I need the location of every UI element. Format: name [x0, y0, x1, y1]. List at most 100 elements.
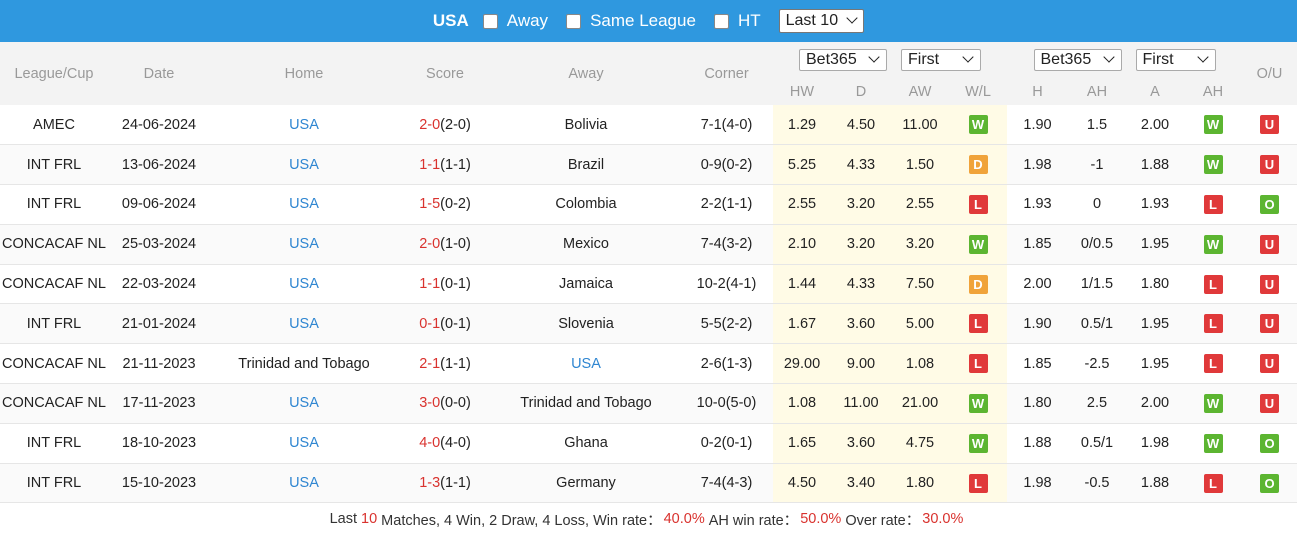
- odds-ah-cell: 0.5/1: [1068, 303, 1126, 344]
- table-row[interactable]: AMEC 24-06-2024 USA 2-0(2-0) Bolivia 7-1(4-0)…: [0, 105, 1297, 145]
- result-badge: L: [968, 314, 988, 334]
- footer-count: 10: [361, 511, 378, 528]
- odds-a-cell: 1.98: [1126, 423, 1184, 464]
- date-cell: 17-11-2023: [108, 383, 210, 424]
- corner-cell: 7-1(4-0): [680, 105, 773, 145]
- away-team-link[interactable]: Germany: [556, 475, 616, 492]
- score-cell: 4-0(4-0): [398, 423, 492, 464]
- range-select[interactable]: Last 10: [778, 9, 865, 33]
- table-row[interactable]: INT FRL 15-10-2023 USA 1-3(1-1) Germany 7-4(4…: [0, 463, 1297, 503]
- away-checkbox[interactable]: [482, 13, 498, 29]
- score-cell: 2-1(1-1): [398, 343, 492, 384]
- ou-result-badge-cell: U: [1242, 105, 1297, 145]
- odds-a-cell: 1.80: [1126, 264, 1184, 304]
- table-row[interactable]: CONCACAF NL 25-03-2024 USA 2-0(1-0) Mexico 7-…: [0, 224, 1297, 265]
- score-link[interactable]: 1-5: [419, 196, 441, 213]
- away-team-cell: Mexico: [492, 224, 680, 265]
- odds-ah-cell: 0.5/1: [1068, 423, 1126, 464]
- odds-aw-cell: 4.75: [891, 423, 949, 464]
- odds-mode-2-value: First: [1142, 51, 1174, 68]
- ou-result-badge-cell: U: [1242, 144, 1297, 185]
- home-team-link[interactable]: USA: [289, 276, 319, 293]
- ah-result-badge: W: [1203, 234, 1223, 254]
- score-cell: 2-0(2-0): [398, 105, 492, 145]
- filter-ht[interactable]: HT: [713, 11, 761, 31]
- score-link[interactable]: 2-0: [419, 236, 441, 253]
- score-link[interactable]: 3-0: [419, 395, 441, 412]
- odds-ah-cell: 2.5: [1068, 383, 1126, 424]
- score-link[interactable]: 0-1: [419, 315, 441, 332]
- away-team-link[interactable]: Mexico: [563, 236, 609, 253]
- ah-result-badge-cell: L: [1184, 184, 1242, 225]
- away-team-link[interactable]: Ghana: [564, 435, 608, 452]
- score-link[interactable]: 2-0: [419, 116, 441, 133]
- away-team-link[interactable]: USA: [571, 355, 601, 372]
- away-team-link[interactable]: Trinidad and Tobago: [520, 395, 652, 412]
- score-link[interactable]: 1-1: [419, 156, 441, 173]
- odds-hw-cell: 29.00: [773, 343, 831, 384]
- league-cell: INT FRL: [0, 184, 108, 225]
- table-row[interactable]: CONCACAF NL 17-11-2023 USA 3-0(0-0) Trinidad…: [0, 383, 1297, 424]
- date-cell: 13-06-2024: [108, 144, 210, 185]
- ou-result-badge-cell: O: [1242, 463, 1297, 503]
- home-team-link[interactable]: USA: [289, 475, 319, 492]
- away-team-link[interactable]: Colombia: [555, 196, 617, 213]
- chevron-down-icon: [962, 51, 974, 63]
- away-team-link[interactable]: Brazil: [567, 156, 605, 173]
- table-row[interactable]: INT FRL 21-01-2024 USA 0-1(0-1) Slovenia 5-5(…: [0, 303, 1297, 344]
- odds-h-cell: 1.88: [1007, 423, 1068, 464]
- score-link[interactable]: 4-0: [419, 435, 441, 452]
- odds-ah-cell: 0: [1068, 184, 1126, 225]
- away-team-link[interactable]: Jamaica: [559, 276, 613, 293]
- home-team-link[interactable]: USA: [289, 236, 319, 253]
- ht-checkbox[interactable]: [713, 13, 729, 29]
- home-team-link[interactable]: USA: [289, 196, 319, 213]
- odds-h-cell: 1.85: [1007, 343, 1068, 384]
- result-badge-cell: W: [949, 423, 1007, 464]
- odds-hw-cell: 1.44: [773, 264, 831, 304]
- away-team-link[interactable]: Bolivia: [564, 116, 608, 133]
- odds-company-select-2[interactable]: Bet365: [1033, 49, 1122, 71]
- filter-away[interactable]: Away: [482, 11, 548, 31]
- corner-cell: 10-0(5-0): [680, 383, 773, 424]
- away-team-link[interactable]: Slovenia: [558, 315, 614, 332]
- ah-result-badge-cell: L: [1184, 264, 1242, 304]
- table-row[interactable]: CONCACAF NL 21-11-2023 Trinidad and Tobago…: [0, 343, 1297, 384]
- same-league-checkbox[interactable]: [566, 13, 582, 29]
- odds-mode-select-2[interactable]: First: [1135, 49, 1216, 71]
- home-team-link[interactable]: USA: [289, 395, 319, 412]
- halftime-score: (1-1): [440, 156, 471, 173]
- odds-mode-select-1[interactable]: First: [901, 49, 981, 71]
- chevron-down-icon: [1196, 51, 1209, 63]
- league-cell: INT FRL: [0, 144, 108, 185]
- table-row[interactable]: INT FRL 13-06-2024 USA 1-1(1-1) Brazil 0-9(0-…: [0, 144, 1297, 185]
- table-row[interactable]: CONCACAF NL 22-03-2024 USA 1-1(0-1) Jamaica 1…: [0, 264, 1297, 304]
- ah-result-badge: L: [1203, 194, 1223, 214]
- odds-company-2-value: Bet365: [1040, 51, 1092, 68]
- score-link[interactable]: 2-1: [419, 355, 441, 372]
- odds-hw-cell: 1.29: [773, 105, 831, 145]
- result-badge-cell: L: [949, 343, 1007, 384]
- halftime-score: (0-0): [440, 395, 471, 412]
- home-team-link[interactable]: USA: [289, 435, 319, 452]
- odds-company-select-1[interactable]: Bet365: [799, 49, 887, 71]
- score-link[interactable]: 1-3: [419, 475, 441, 492]
- odds-hw-cell: 1.08: [773, 383, 831, 424]
- home-team-link[interactable]: USA: [289, 116, 319, 133]
- corner-cell: 10-2(4-1): [680, 264, 773, 304]
- score-link[interactable]: 1-1: [419, 276, 441, 293]
- header-date: Date: [108, 42, 210, 105]
- filter-same-league[interactable]: Same League: [566, 11, 696, 31]
- odds-ah-header: Bet365 First: [1007, 42, 1242, 78]
- table-row[interactable]: INT FRL 09-06-2024 USA 1-5(0-2) Colombia 2-2(…: [0, 184, 1297, 225]
- home-team-link[interactable]: USA: [289, 315, 319, 332]
- result-badge-cell: L: [949, 463, 1007, 503]
- home-team-link[interactable]: USA: [289, 156, 319, 173]
- away-team-cell: Colombia: [492, 184, 680, 225]
- odds-d-cell: 9.00: [831, 343, 891, 384]
- table-row[interactable]: INT FRL 18-10-2023 USA 4-0(4-0) Ghana 0-2(0-1…: [0, 423, 1297, 464]
- header-ah: AH: [1068, 78, 1126, 105]
- chevron-down-icon: [868, 51, 880, 63]
- header-score: Score: [398, 42, 492, 105]
- home-team-link[interactable]: Trinidad and Tobago: [238, 355, 370, 372]
